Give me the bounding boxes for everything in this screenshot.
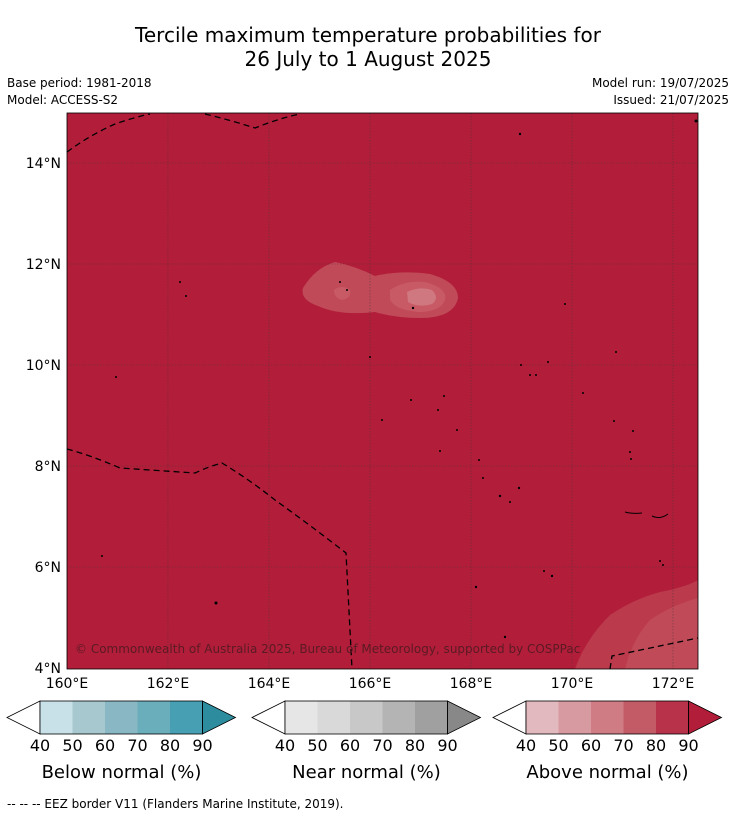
chart-title-line2: 26 July to 1 August 2025 <box>244 47 492 71</box>
colorbar-tick-label: 70 <box>613 736 634 755</box>
colorbar-extend-low <box>492 700 527 735</box>
colorbar-segment <box>350 701 383 734</box>
colorbar-tick-label: 90 <box>437 736 458 755</box>
chart-title-line1: Tercile maximum temperature probabilitie… <box>135 23 601 47</box>
colorbar-segment <box>591 701 624 734</box>
colorbar-segment <box>623 701 656 734</box>
colorbar-segment <box>170 701 203 734</box>
colorbar-title-above: Above normal (%) <box>526 762 689 783</box>
probability-zone-southeast-inner <box>625 598 698 669</box>
colorbar-extend-low <box>251 700 286 735</box>
colorbar-segment <box>656 701 689 734</box>
colorbar-tick-label: 40 <box>274 736 296 755</box>
probability-zone-50 <box>407 288 436 306</box>
colorbar-segment <box>105 701 138 734</box>
colorbar-tick-label: 60 <box>339 736 361 755</box>
model-name: Model: ACCESS-S2 <box>7 93 119 107</box>
colorbar-above-normal <box>492 700 723 735</box>
colorbar-segment <box>137 701 170 734</box>
map-background <box>67 113 698 669</box>
colorbar-tick-label: 70 <box>127 736 148 755</box>
lat-tick: 6°N <box>35 560 61 576</box>
colorbar-extend-low <box>6 700 41 735</box>
colorbar-below-normal <box>6 700 237 735</box>
colorbar-tick-label: 60 <box>94 736 116 755</box>
map-border <box>66 112 699 670</box>
colorbar-extend-high <box>688 700 723 735</box>
lat-tick: 14°N <box>26 156 61 172</box>
colorbar-tick-label: 50 <box>548 736 569 755</box>
islands <box>101 119 698 639</box>
lat-tick: 10°N <box>26 358 61 374</box>
colorbar-tick-label: 60 <box>580 736 602 755</box>
colorbar-tick-label: 40 <box>515 736 537 755</box>
lon-tick: 170°E <box>551 676 594 692</box>
colorbar-extend-high <box>447 700 482 735</box>
lon-tick: 168°E <box>450 676 493 692</box>
colorbar-tick-label: 40 <box>29 736 51 755</box>
lon-tick: 172°E <box>652 676 695 692</box>
lon-tick: 166°E <box>349 676 392 692</box>
colorbar-title-near: Near normal (%) <box>292 762 441 783</box>
colorbar-segment <box>415 701 448 734</box>
atolls <box>624 511 669 519</box>
colorbar-segment <box>558 701 591 734</box>
colorbar-tick-label: 90 <box>678 736 699 755</box>
colorbar-tick-label: 50 <box>62 736 83 755</box>
lat-tick: 4°N <box>35 661 61 677</box>
colorbar-segment <box>382 701 415 734</box>
colorbar-title-below: Below normal (%) <box>41 762 202 783</box>
colorbar-frame <box>525 700 689 735</box>
lon-tick: 162°E <box>147 676 190 692</box>
colorbar-tick-label: 70 <box>372 736 393 755</box>
colorbar-segment <box>526 701 559 734</box>
eez-borders <box>66 113 699 670</box>
colorbar-segment <box>40 701 73 734</box>
base-period: Base period: 1981-2018 <box>7 76 152 90</box>
colorbar-segment <box>72 701 105 734</box>
colorbar-tick-label: 80 <box>159 736 181 755</box>
colorbar-frame <box>284 700 448 735</box>
lon-axis: 160°E 162°E 164°E 166°E 168°E 170°E 172°… <box>46 676 695 692</box>
colorbar-segment <box>317 701 350 734</box>
map-grid <box>67 113 698 669</box>
colorbar-tick-label: 50 <box>307 736 328 755</box>
colorbar-tick-label: 90 <box>192 736 213 755</box>
lat-axis: 14°N 12°N 10°N 8°N 6°N 4°N <box>26 156 61 677</box>
lon-tick: 164°E <box>248 676 291 692</box>
colorbar-segment <box>285 701 318 734</box>
model-run: Model run: 19/07/2025 <box>591 76 729 90</box>
colorbar-near-normal <box>251 700 482 735</box>
lat-tick: 8°N <box>35 459 61 475</box>
lon-tick: 160°E <box>46 676 89 692</box>
colorbar-frame <box>39 700 203 735</box>
footnote: -- -- -- EEZ border V11 (Flanders Marine… <box>7 797 344 811</box>
colorbar-tick-label: 80 <box>645 736 667 755</box>
issued-date: Issued: 21/07/2025 <box>613 93 729 107</box>
copyright-notice: © Commonwealth of Australia 2025, Bureau… <box>75 642 580 656</box>
colorbar-extend-high <box>202 700 237 735</box>
lat-tick: 12°N <box>26 257 61 273</box>
colorbar-tick-label: 80 <box>404 736 426 755</box>
